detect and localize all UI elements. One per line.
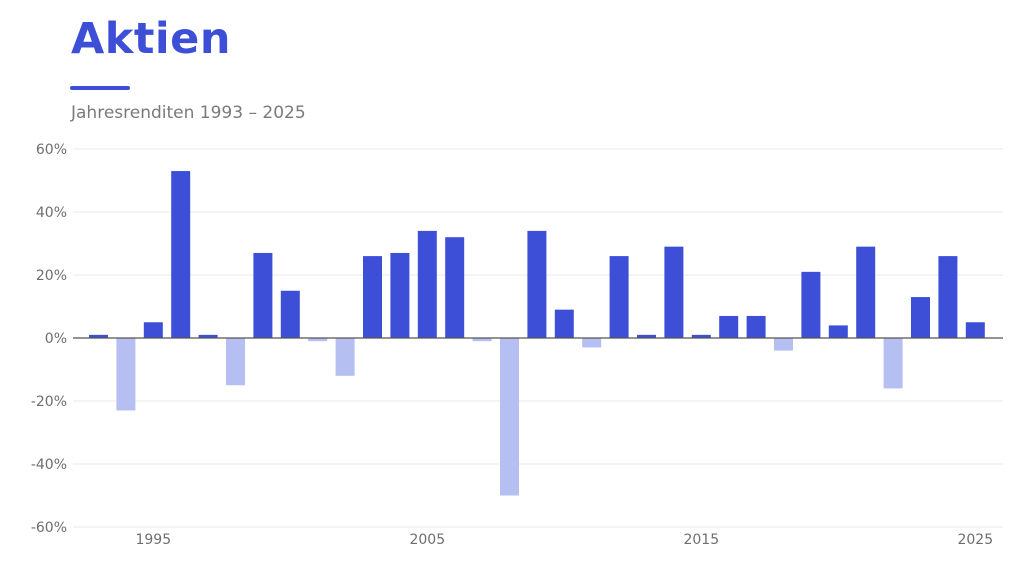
bar-1997 — [198, 334, 218, 338]
y-tick-label: 20% — [36, 268, 67, 284]
bar-2010 — [554, 309, 574, 338]
bar-2006 — [445, 237, 465, 338]
y-tick-label: 60% — [36, 142, 67, 158]
chart-title: Aktien — [71, 14, 231, 64]
bar-2015 — [691, 334, 711, 338]
y-tick-label: 0% — [45, 331, 67, 347]
bar-2021 — [856, 246, 876, 338]
y-tick-label: -40% — [31, 457, 67, 473]
bar-1994 — [116, 338, 136, 411]
bar-2025 — [965, 322, 985, 338]
bar-2009 — [527, 230, 547, 338]
bar-2024 — [938, 256, 958, 338]
bar-2001 — [308, 338, 328, 342]
bar-2004 — [390, 252, 410, 338]
bar-2016 — [719, 315, 739, 338]
title-underline — [70, 86, 130, 90]
bar-2020 — [828, 325, 848, 338]
bar-2005 — [417, 230, 437, 338]
bar-2011 — [582, 338, 602, 348]
bar-2008 — [500, 338, 519, 496]
bar-2018 — [774, 338, 793, 351]
x-tick-label: 2025 — [957, 532, 993, 548]
bar-2007 — [472, 338, 492, 342]
bar-1999 — [253, 252, 273, 338]
bar-1993 — [89, 334, 108, 338]
y-tick-label: -20% — [31, 394, 67, 410]
bar-2019 — [801, 271, 821, 338]
bar-2000 — [280, 290, 300, 338]
bar-2022 — [883, 338, 903, 389]
bar-2014 — [664, 246, 684, 338]
bar-1995 — [143, 322, 163, 338]
bar-2003 — [363, 256, 382, 338]
bar-2012 — [609, 256, 629, 338]
y-tick-label: 40% — [36, 205, 67, 221]
bar-2023 — [911, 297, 930, 338]
bar-2013 — [637, 334, 656, 338]
chart-subtitle: Jahresrenditen 1993 – 2025 — [71, 103, 306, 123]
x-tick-label: 2005 — [409, 532, 445, 548]
bar-1998 — [226, 338, 245, 386]
y-tick-label: -60% — [31, 520, 67, 536]
x-tick-label: 2015 — [683, 532, 719, 548]
bar-1996 — [171, 171, 191, 338]
x-tick-label: 1995 — [135, 532, 171, 548]
bar-2002 — [335, 338, 355, 376]
bar-2017 — [746, 315, 766, 338]
